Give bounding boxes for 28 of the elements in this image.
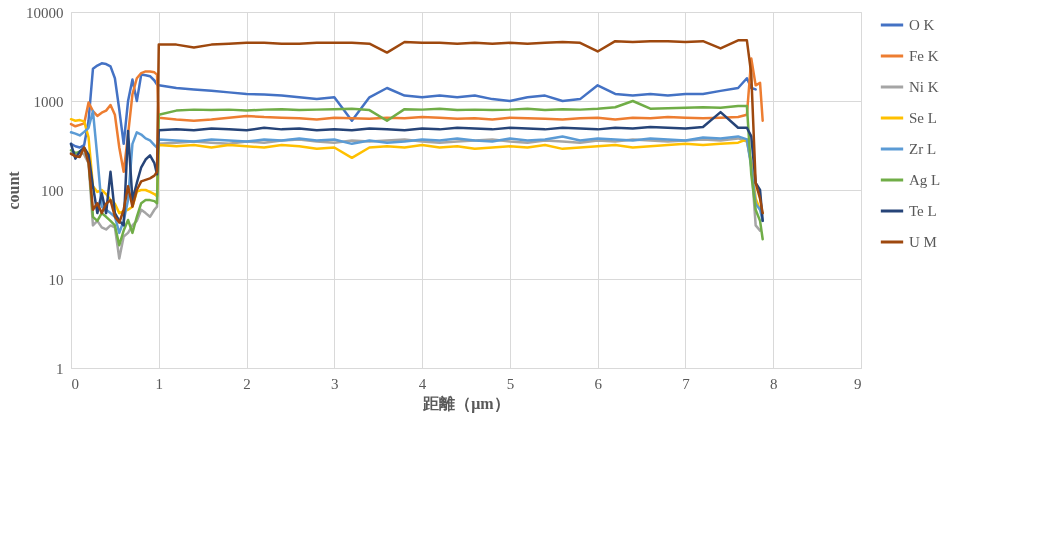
legend-label: Se L [909,110,937,126]
legend-label: Te L [909,203,937,219]
legend-label: U M [909,234,937,250]
y-tick-label: 1 [56,360,64,377]
x-tick-label: 3 [331,375,339,392]
line-series [69,57,764,174]
line-series [69,62,757,149]
y-tick-label: 10000 [26,4,64,21]
x-tick-label: 2 [243,375,251,392]
line-series [69,39,764,224]
x-axis-title: 距離（μm） [422,394,510,413]
x-tick-label: 7 [682,375,691,392]
y-axis-title: count [5,170,22,210]
x-tick-label: 5 [506,375,515,392]
x-tick-label: 1 [155,375,164,392]
legend-label: Ni K [909,79,939,95]
x-tick-label: 0 [71,375,79,392]
x-tick-label: 4 [418,375,427,392]
x-tick-label: 6 [594,375,603,392]
y-tick-label: 1000 [33,93,64,110]
legend-label: Zr L [909,141,937,157]
x-tick-label: 9 [854,375,862,392]
x-tick-label: 8 [769,375,778,392]
legend-label: Ag L [909,172,941,188]
legend-label: Fe K [909,48,939,64]
y-tick-label: 10 [48,271,64,288]
legend-label: O K [909,17,935,33]
y-tick-label: 100 [41,182,64,199]
